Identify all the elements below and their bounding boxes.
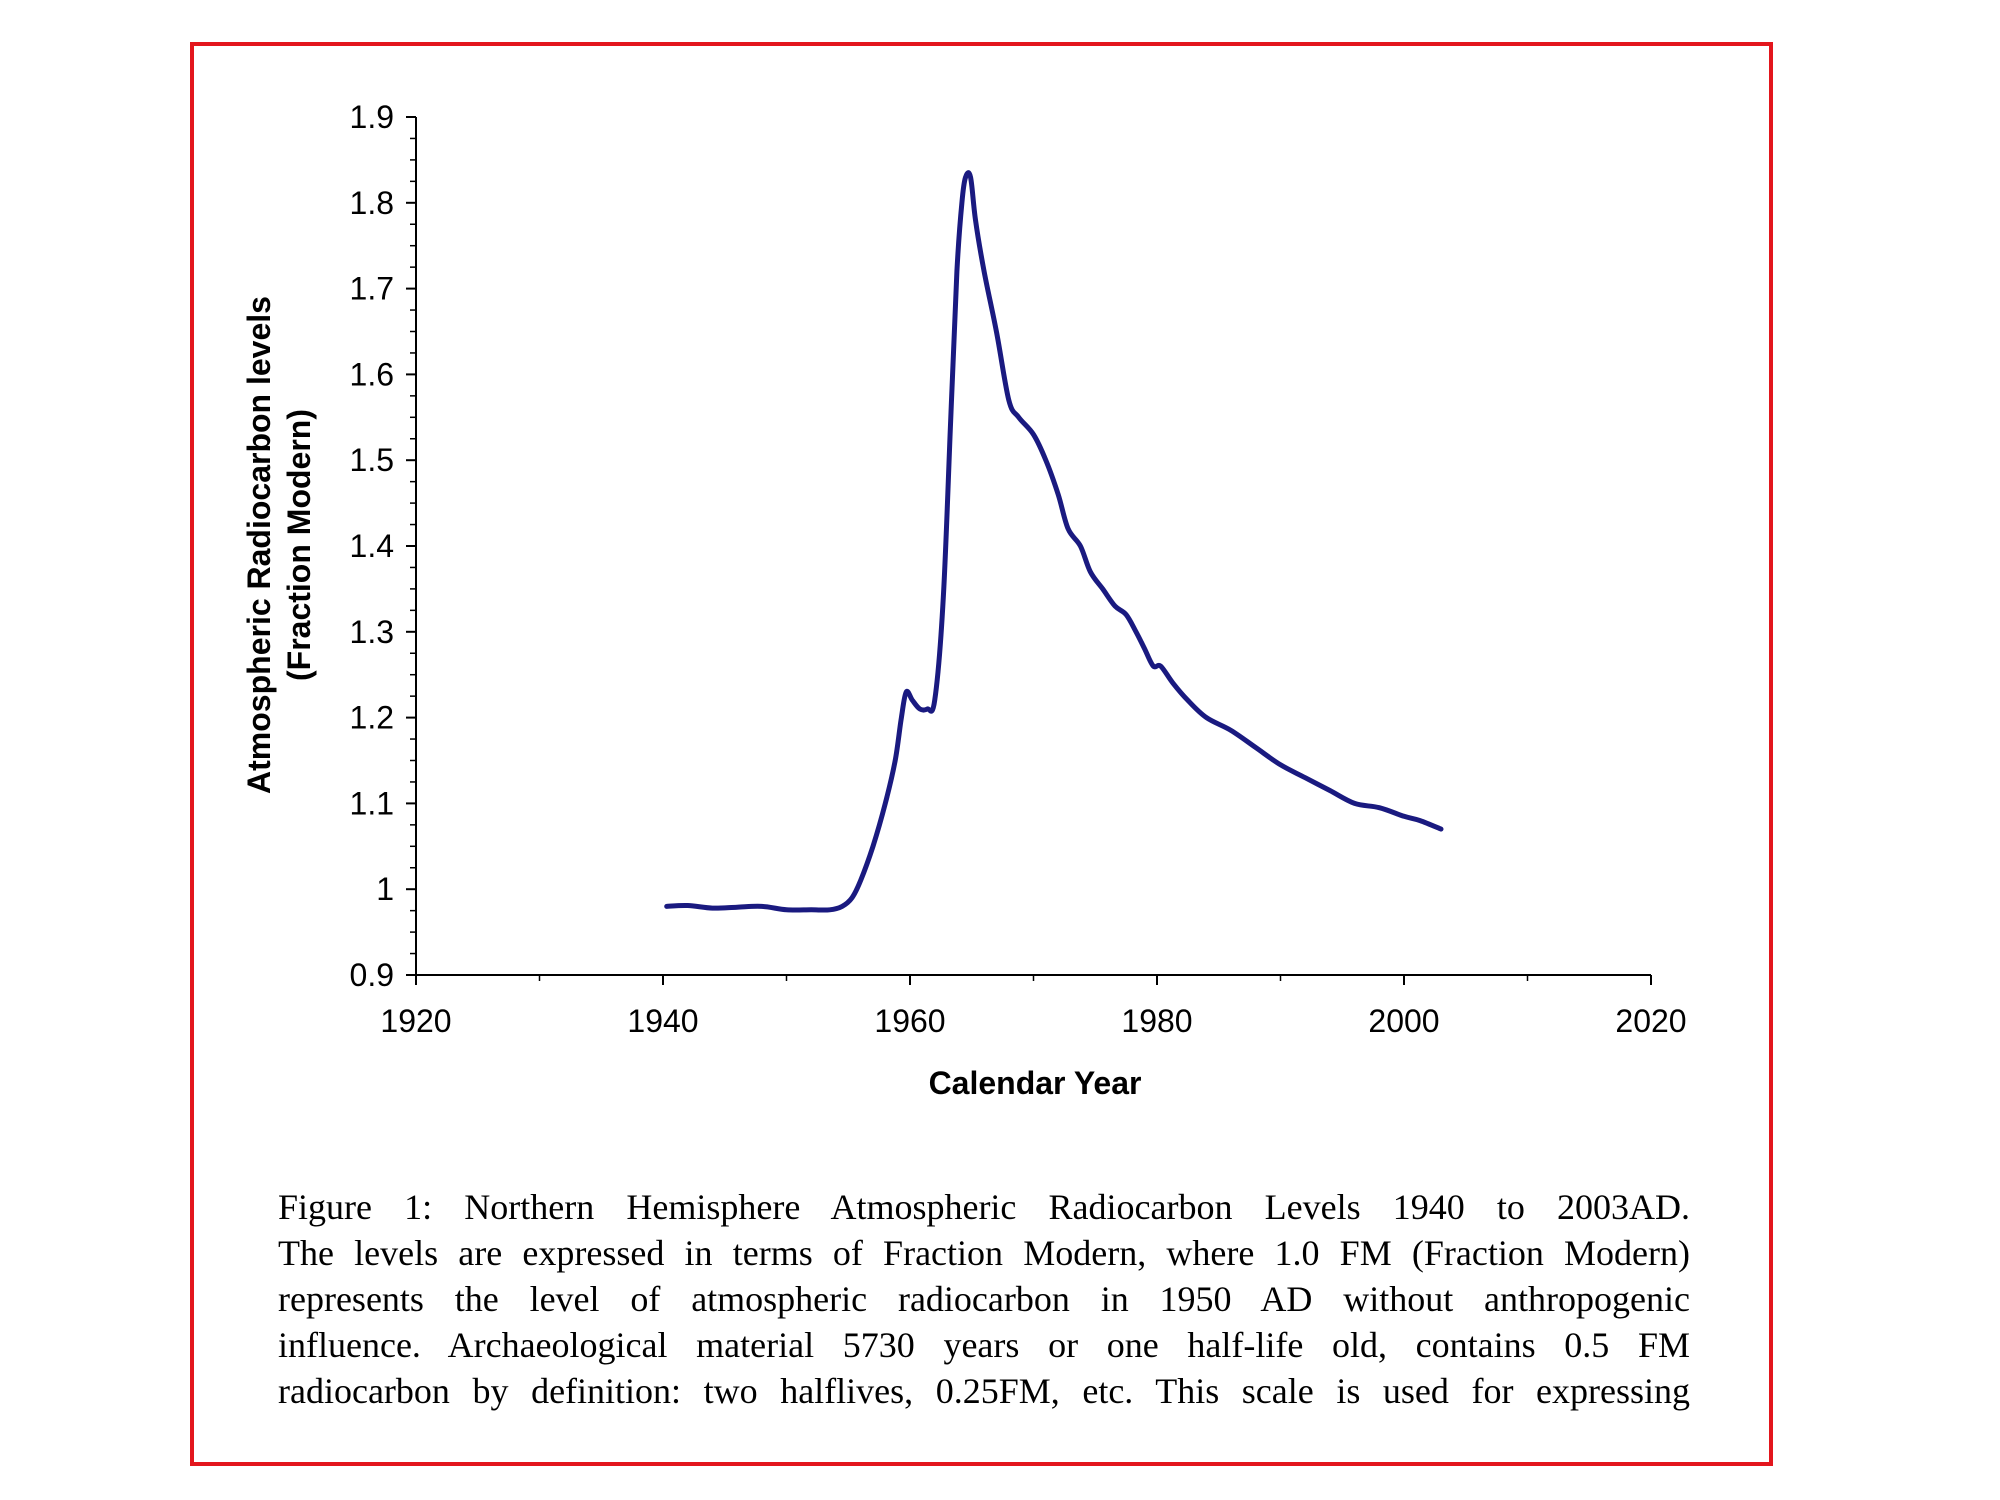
y-tick-label: 1.5 xyxy=(350,442,394,478)
y-tick-label: 1 xyxy=(376,871,394,907)
figure-frame xyxy=(190,42,1773,1466)
y-tick-label: 1.9 xyxy=(350,99,394,135)
x-tick-label: 1980 xyxy=(1121,1003,1192,1039)
x-tick-label: 2000 xyxy=(1368,1003,1439,1039)
chart-axes xyxy=(415,117,1651,976)
y-tick-label: 1.6 xyxy=(350,356,394,392)
y-axis-title-line2: (Fraction Modern) xyxy=(281,409,317,681)
x-axis-title: Calendar Year xyxy=(929,1065,1142,1101)
caption-line: Figure 1: Northern Hemisphere Atmospheri… xyxy=(278,1187,1690,1227)
chart-ticks xyxy=(406,116,1652,985)
caption-line: radiocarbon by definition: two halflives… xyxy=(278,1371,1690,1411)
y-tick-label: 1.1 xyxy=(350,785,394,821)
series-line xyxy=(664,170,1444,913)
x-tick-label: 1940 xyxy=(627,1003,698,1039)
caption-line: The levels are expressed in terms of Fra… xyxy=(278,1233,1690,1273)
y-tick-label: 1.3 xyxy=(350,614,394,650)
y-tick-label: 0.9 xyxy=(350,957,394,993)
figure-caption: Figure 1: Northern Hemisphere Atmospheri… xyxy=(278,1184,1690,1414)
x-tick-label: 2020 xyxy=(1615,1003,1686,1039)
y-tick-label: 1.4 xyxy=(350,528,394,564)
chart-tick-labels: 0.9 1 1.1 1.2 1.3 1.4 1.5 1.6 1.7 1.8 1.9 1920 1940 1… xyxy=(350,99,1687,1039)
y-tick-label: 1.7 xyxy=(350,271,394,307)
x-tick-label: 1920 xyxy=(380,1003,451,1039)
x-tick-label: 1960 xyxy=(874,1003,945,1039)
y-tick-label: 1.8 xyxy=(350,185,394,221)
caption-line: influence. Archaeological material 5730 … xyxy=(278,1325,1690,1365)
y-axis-title-line1: Atmospheric Radiocarbon levels xyxy=(241,296,277,794)
caption-line: represents the level of atmospheric radi… xyxy=(278,1279,1690,1319)
y-tick-label: 1.2 xyxy=(350,700,394,736)
